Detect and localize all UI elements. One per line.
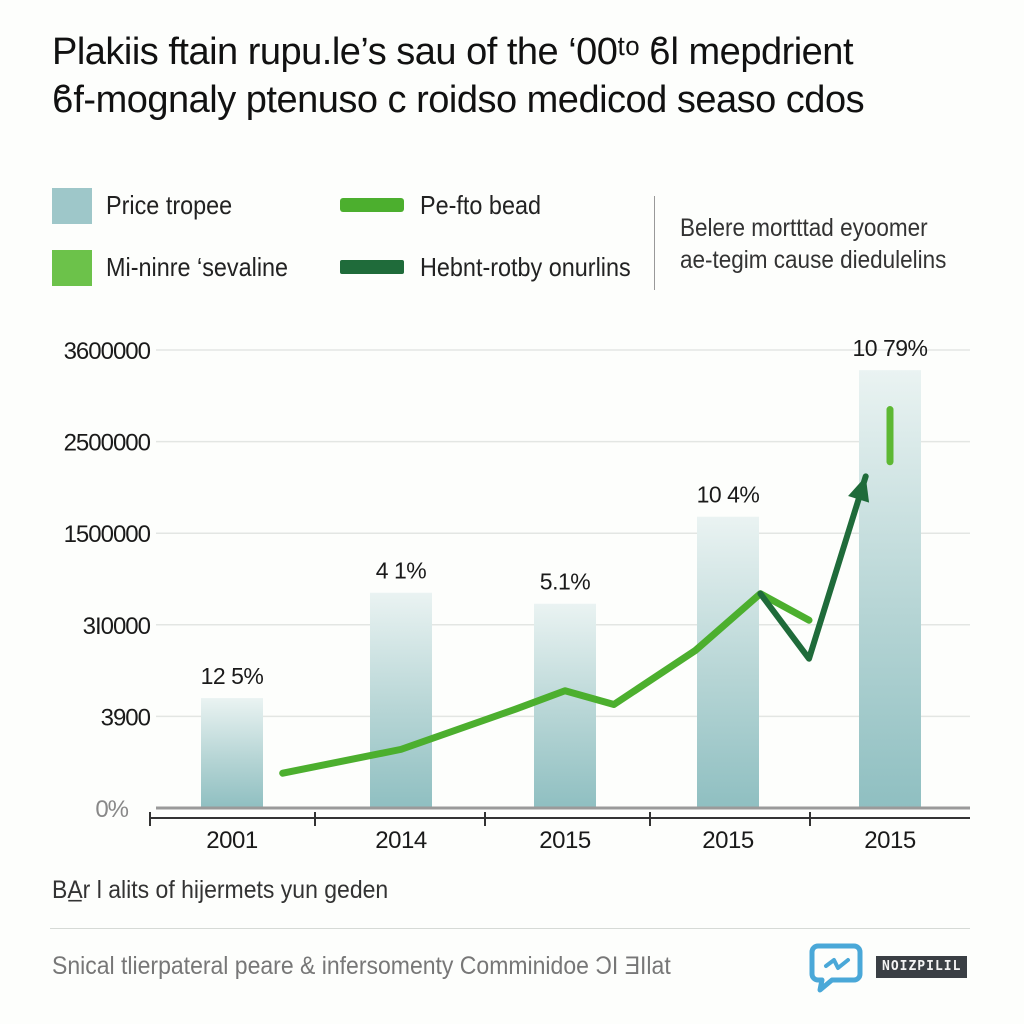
bar: [201, 698, 263, 808]
series-line: [757, 473, 869, 662]
x-tick-label: 2015: [864, 827, 916, 854]
y-tick-label: 2500000: [64, 430, 151, 457]
bar-value-label: 12 5%: [201, 663, 264, 689]
title-line-1: Plakiis ftain rupu.le’s sau of the ‘00ᵗᵒ…: [52, 31, 854, 73]
x-tick-label: 2015: [702, 827, 754, 854]
bar-value-label: 4 1%: [376, 558, 426, 584]
bar: [534, 603, 596, 808]
brand-logo-text: NOIZPILIL: [876, 956, 968, 978]
x-tick-label: 2015: [539, 827, 591, 854]
bar-value-label: 10 79%: [852, 335, 927, 361]
chart-caption: BA̲r l alits of hijermets yun geden: [52, 876, 389, 904]
source-note: Snical tlierpateral peare & infersomenty…: [52, 952, 671, 980]
chart-title: Plakiis ftain rupu.le’s sau of the ‘00ᵗᵒ…: [52, 28, 992, 124]
x-tick-label: 2001: [206, 827, 258, 854]
y-tick-label: 3900: [101, 704, 151, 731]
x-tick-label: 2014: [375, 827, 427, 854]
y-tick-label: 3600000: [64, 338, 151, 365]
y-tick-label: 3I0000: [83, 613, 151, 640]
bar: [697, 516, 759, 808]
y-tick-label: 1500000: [64, 521, 151, 548]
y-tick-label: 0%: [95, 796, 128, 823]
series-line: [279, 590, 813, 777]
footer-divider: [50, 928, 970, 929]
bar: [370, 592, 432, 808]
chat-bubble-icon: [809, 943, 863, 993]
title-line-2: ϐf-mognaly ptenuso c roidso medicod seas…: [52, 79, 865, 121]
series-arrowhead: [848, 476, 870, 503]
bar-value-label: 10 4%: [697, 482, 760, 508]
bar-value-label: 5.1%: [540, 569, 590, 595]
